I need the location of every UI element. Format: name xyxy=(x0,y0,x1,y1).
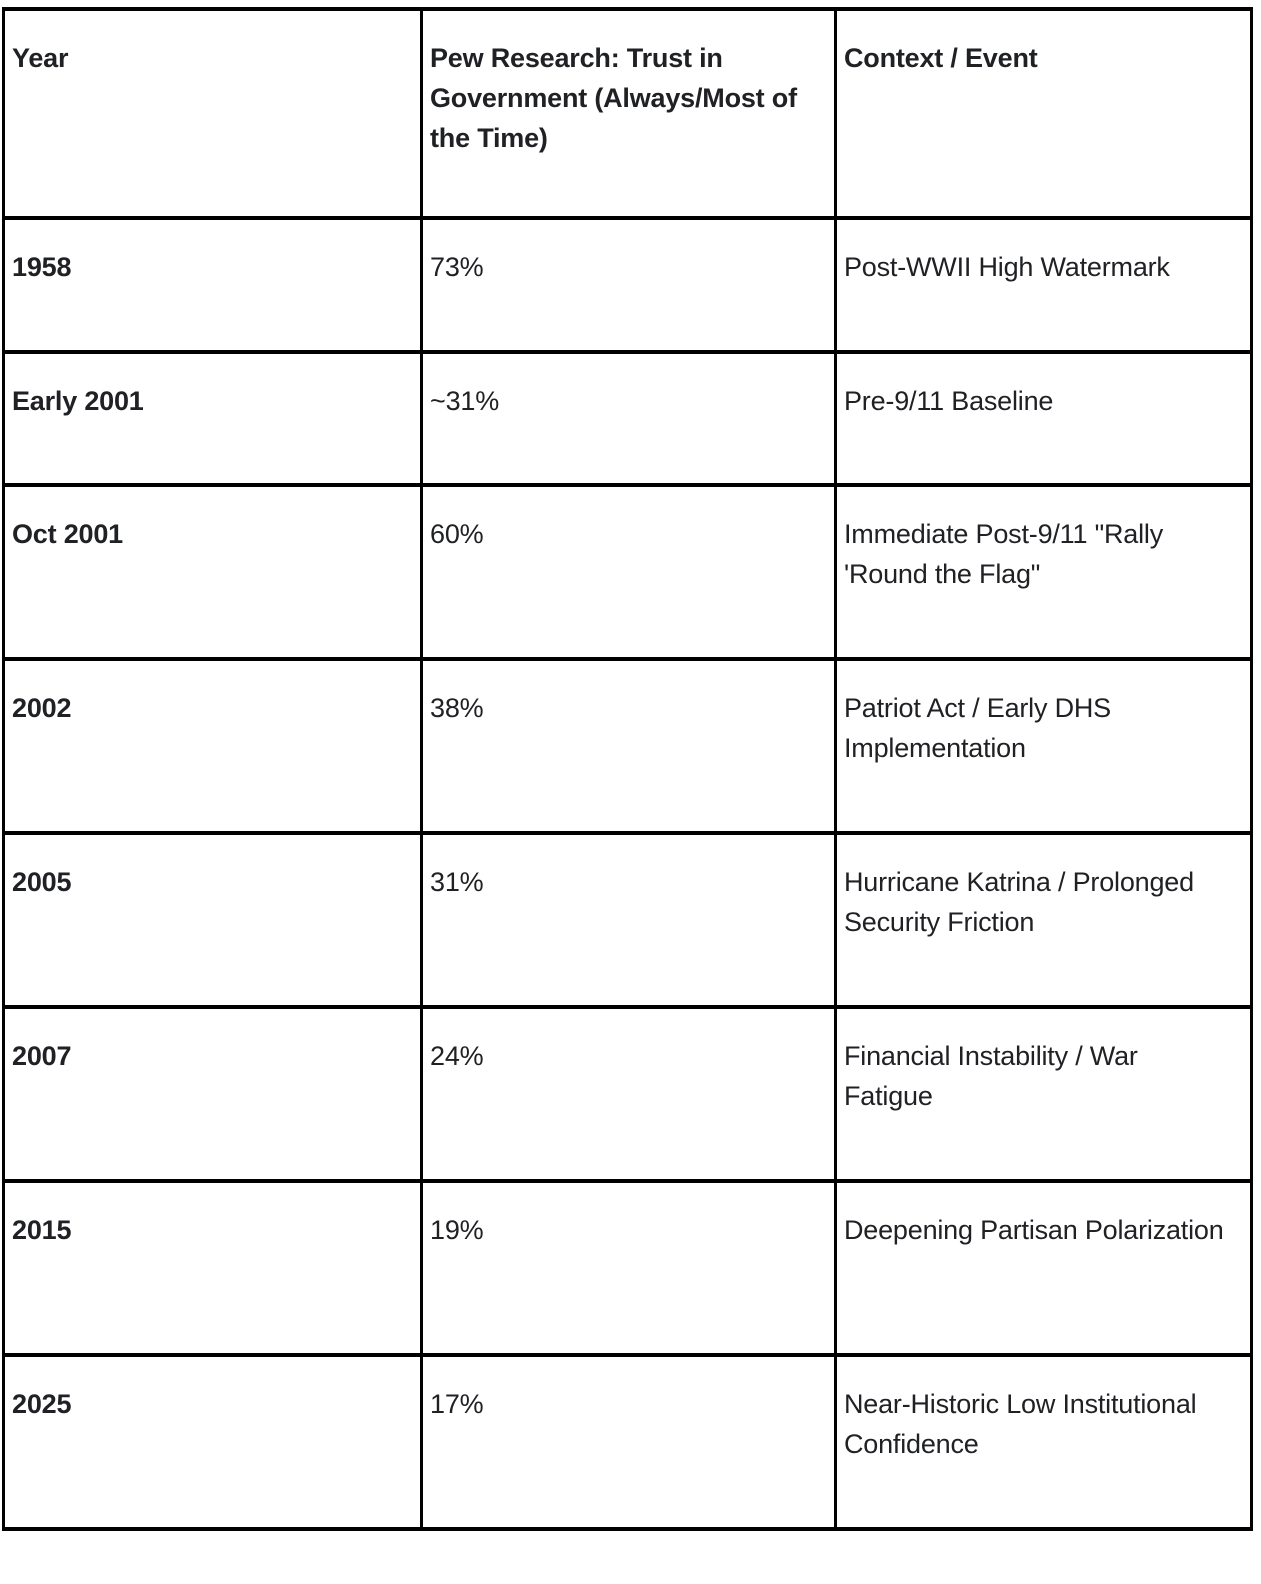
cell-year: 1958 xyxy=(2,216,423,354)
cell-year: Oct 2001 xyxy=(2,483,423,661)
cell-trust-value: 60% xyxy=(420,483,837,661)
cell-context: Post-WWII High Watermark xyxy=(834,216,1253,354)
header-cell-context: Context / Event xyxy=(834,7,1253,220)
table-row: 2007 24% Financial Instability / War Fat… xyxy=(2,1005,1253,1183)
cell-year: 2002 xyxy=(2,657,423,835)
table-row: 2015 19% Deepening Partisan Polarization xyxy=(2,1179,1253,1357)
cell-year: 2007 xyxy=(2,1005,423,1183)
cell-context: Deepening Partisan Polarization xyxy=(834,1179,1253,1357)
header-cell-year: Year xyxy=(2,7,423,220)
cell-trust-value: 19% xyxy=(420,1179,837,1357)
table-row: 2002 38% Patriot Act / Early DHS Impleme… xyxy=(2,657,1253,835)
table-row: 1958 73% Post-WWII High Watermark xyxy=(2,216,1253,354)
trust-in-government-table: Year Pew Research: Trust in Government (… xyxy=(2,7,1253,1531)
cell-trust-value: 73% xyxy=(420,216,837,354)
table-row: 2005 31% Hurricane Katrina / Prolonged S… xyxy=(2,831,1253,1009)
cell-context: Near-Historic Low Institutional Confiden… xyxy=(834,1353,1253,1531)
table-row: 2025 17% Near-Historic Low Institutional… xyxy=(2,1353,1253,1531)
cell-context: Pre-9/11 Baseline xyxy=(834,350,1253,487)
cell-trust-value: 38% xyxy=(420,657,837,835)
cell-context: Hurricane Katrina / Prolonged Security F… xyxy=(834,831,1253,1009)
table-row: Oct 2001 60% Immediate Post-9/11 "Rally … xyxy=(2,483,1253,661)
cell-context: Patriot Act / Early DHS Implementation xyxy=(834,657,1253,835)
header-cell-trust: Pew Research: Trust in Government (Alway… xyxy=(420,7,837,220)
cell-year: 2025 xyxy=(2,1353,423,1531)
table-row: Early 2001 ~31% Pre-9/11 Baseline xyxy=(2,350,1253,487)
cell-trust-value: 24% xyxy=(420,1005,837,1183)
cell-year: 2015 xyxy=(2,1179,423,1357)
cell-context: Financial Instability / War Fatigue xyxy=(834,1005,1253,1183)
cell-trust-value: ~31% xyxy=(420,350,837,487)
table-header-row: Year Pew Research: Trust in Government (… xyxy=(2,7,1253,220)
cell-trust-value: 17% xyxy=(420,1353,837,1531)
cell-trust-value: 31% xyxy=(420,831,837,1009)
cell-year: Early 2001 xyxy=(2,350,423,487)
cell-context: Immediate Post-9/11 "Rally 'Round the Fl… xyxy=(834,483,1253,661)
cell-year: 2005 xyxy=(2,831,423,1009)
